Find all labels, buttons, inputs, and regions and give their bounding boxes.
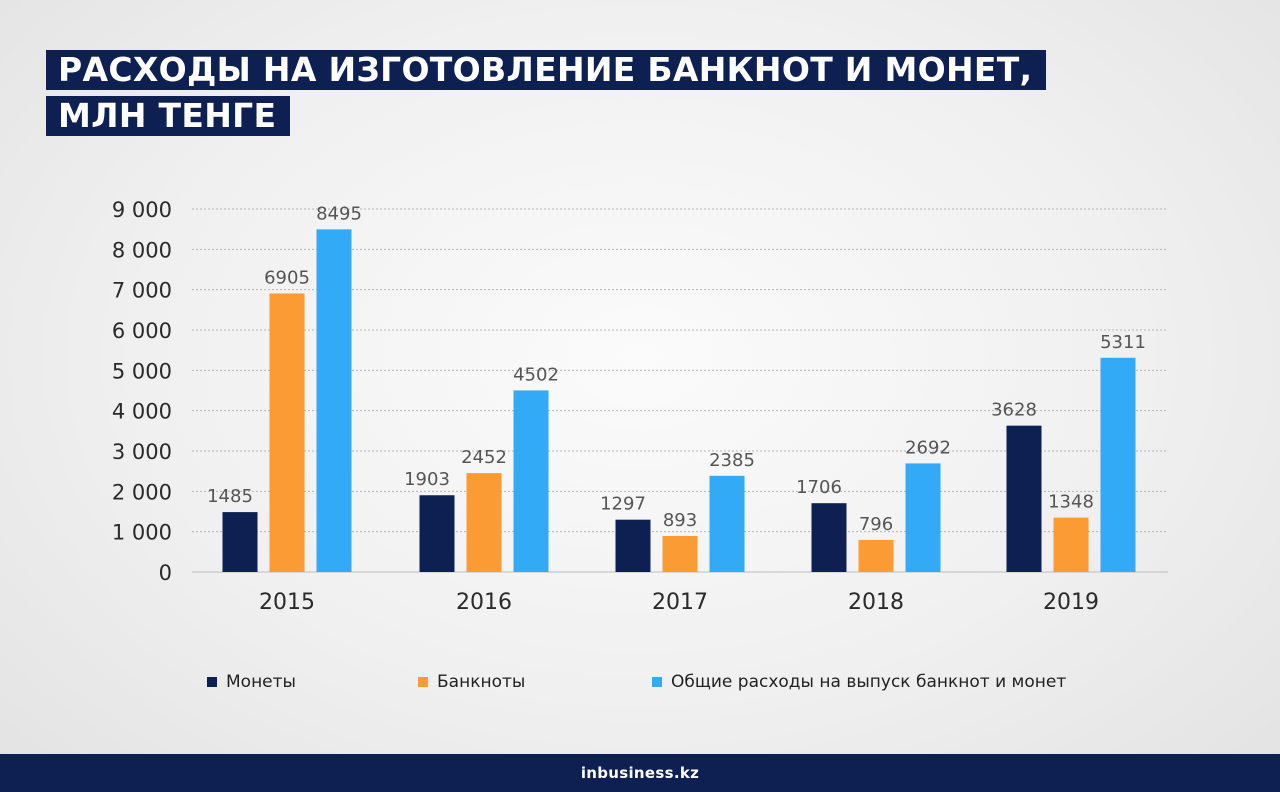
brand-logo[interactable]: inbusiness.kz	[581, 764, 699, 782]
x-category-label: 2018	[848, 590, 904, 615]
brand-prefix: in	[580, 764, 598, 782]
bar	[222, 512, 258, 572]
y-tick-label: 1 000	[112, 521, 172, 545]
bar	[709, 475, 745, 572]
x-category-label: 2015	[259, 590, 315, 615]
bar	[811, 503, 847, 572]
data-label: 8495	[316, 203, 362, 224]
x-category-label: 2017	[652, 590, 708, 615]
bar	[269, 293, 305, 572]
y-axis-ticks: 0 1 000 2 000 3 000 4 000 5 000 6 000 7 000 8 00…	[112, 198, 172, 585]
data-label: 5311	[1100, 332, 1146, 353]
chart-title-line-1: РАСХОДЫ НА ИЗГОТОВЛЕНИЕ БАНКНОТ И МОНЕТ,	[46, 50, 1047, 90]
footer-bar: inbusiness.kz	[0, 754, 1280, 792]
bar	[513, 390, 549, 572]
x-category-label: 2016	[456, 590, 512, 615]
legend-item-coins: Монеты	[207, 670, 296, 694]
bars	[222, 229, 1136, 572]
data-label: 3628	[991, 400, 1037, 421]
brand-rest: business.kz	[597, 764, 700, 782]
legend-swatch-coins	[207, 677, 217, 687]
data-label: 4502	[513, 364, 559, 385]
legend-swatch-banknotes	[418, 677, 428, 687]
data-label: 893	[663, 510, 697, 531]
data-label: 6905	[264, 267, 310, 288]
data-label: 2452	[461, 447, 507, 468]
data-label: 2385	[709, 450, 755, 471]
y-tick-label: 3 000	[112, 440, 172, 464]
bar	[1006, 425, 1042, 572]
bar	[419, 495, 455, 572]
legend-swatch-total	[652, 677, 662, 687]
bar	[316, 229, 352, 572]
y-tick-label: 8 000	[112, 238, 172, 262]
y-tick-label: 5 000	[112, 359, 172, 383]
legend-label-coins: Монеты	[226, 672, 296, 692]
x-axis-categories: 2015 2016 2017 2018 2019	[259, 590, 1099, 615]
bar	[1100, 357, 1136, 572]
y-tick-label: 7 000	[112, 279, 172, 303]
legend-label-banknotes: Банкноты	[437, 672, 526, 692]
y-tick-label: 2 000	[112, 480, 172, 504]
data-label: 796	[859, 514, 893, 535]
data-label: 1903	[404, 469, 450, 490]
data-label: 1485	[207, 486, 253, 507]
bar	[1053, 517, 1089, 572]
legend-label-total: Общие расходы на выпуск банкнот и монет	[671, 672, 1067, 692]
bar-chart: 0 1 000 2 000 3 000 4 000 5 000 6 000 7 000 8 00…	[112, 198, 1168, 615]
data-label: 2692	[905, 437, 951, 458]
legend-item-banknotes: Банкноты	[418, 670, 525, 694]
chart-title-line-2: МЛН ТЕНГЕ	[46, 96, 291, 136]
legend-item-total: Общие расходы на выпуск банкнот и монет	[652, 670, 1066, 694]
y-tick-label: 6 000	[112, 319, 172, 343]
data-labels: 1485 6905 8495 1903 2452 4502 1297 893 2385 1706 7…	[207, 203, 1146, 535]
y-tick-label: 9 000	[112, 198, 172, 222]
x-category-label: 2019	[1043, 590, 1099, 615]
bar	[905, 463, 941, 572]
data-label: 1297	[600, 494, 646, 515]
y-tick-label: 4 000	[112, 400, 172, 424]
bar	[662, 535, 698, 572]
bar	[466, 473, 502, 572]
bar	[615, 519, 651, 572]
data-label: 1706	[796, 477, 842, 498]
y-tick-label: 0	[159, 561, 172, 585]
data-label: 1348	[1048, 492, 1094, 513]
bar	[858, 539, 894, 572]
